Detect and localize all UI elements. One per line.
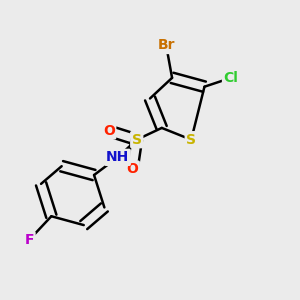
- Text: O: O: [103, 124, 115, 138]
- Text: Cl: Cl: [224, 71, 238, 85]
- Text: Br: Br: [158, 38, 175, 52]
- Text: NH: NH: [106, 150, 129, 164]
- Text: O: O: [126, 162, 138, 176]
- Text: S: S: [132, 133, 142, 147]
- Text: S: S: [186, 133, 196, 147]
- Text: F: F: [25, 233, 34, 247]
